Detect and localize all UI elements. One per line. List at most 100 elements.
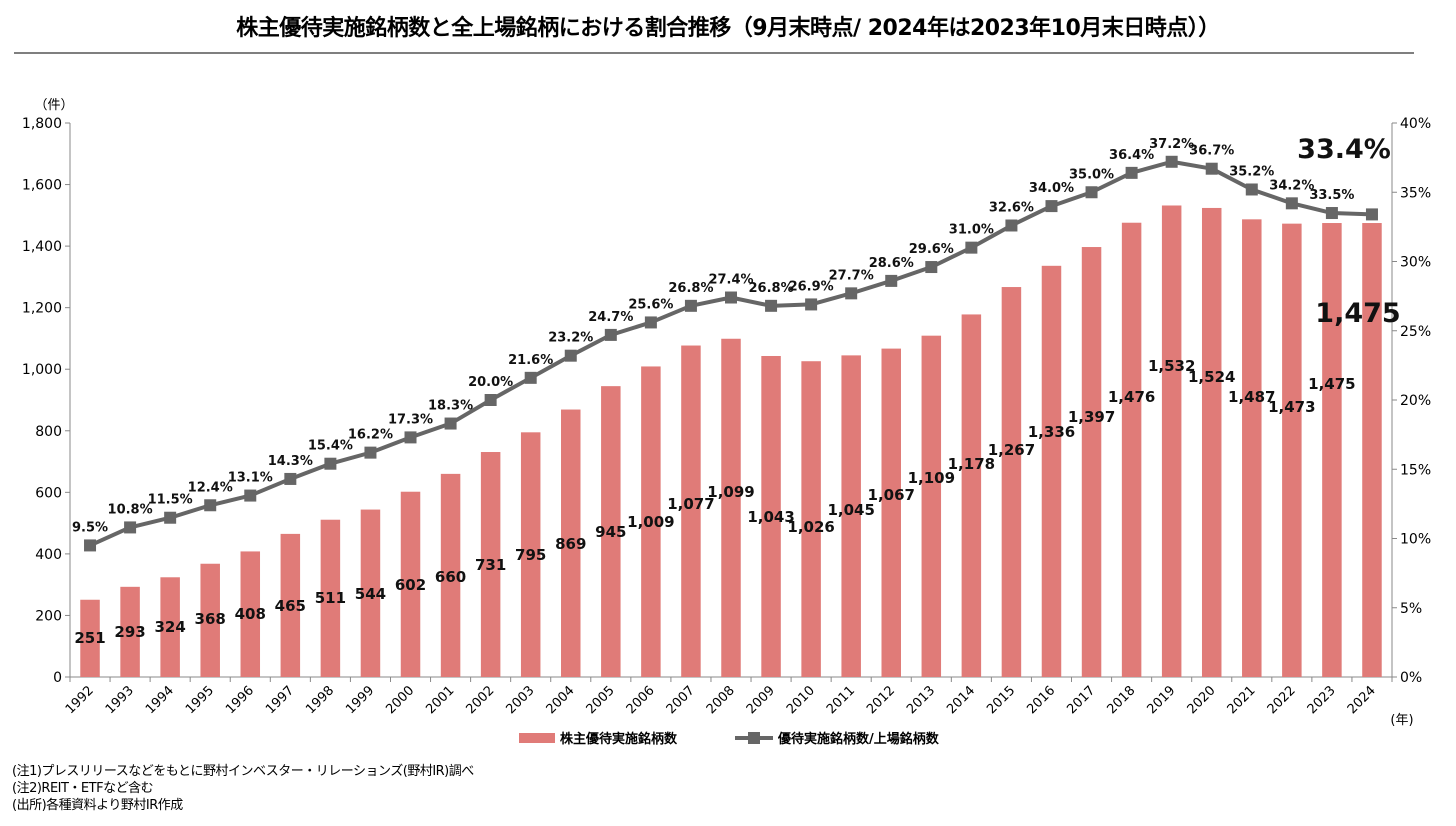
bar-2004 xyxy=(561,409,581,677)
chart-legend: 株主優待実施銘柄数 優待実施銘柄数/上場銘柄数 xyxy=(519,731,940,747)
ratio-point-2022 xyxy=(1285,197,1298,210)
bar-data-labels: 251 293 324 368 408 465 511 544 602 660 731 795 869 9… xyxy=(74,298,1400,647)
bar-label-2009: 1,043 xyxy=(747,508,794,526)
bar-label-2006: 1,009 xyxy=(627,513,674,531)
ratio-point-2012 xyxy=(885,274,898,287)
ratio-label-2009: 26.8% xyxy=(749,281,794,296)
ratio-point-1996 xyxy=(244,489,257,502)
y-right-tick-label: 15% xyxy=(1400,462,1431,478)
ratio-label-2010: 26.9% xyxy=(789,279,834,294)
bar-2007 xyxy=(681,345,701,677)
bar-2011 xyxy=(841,355,861,677)
bar-label-2022: 1,473 xyxy=(1268,398,1315,416)
bar-1999 xyxy=(360,509,381,677)
bar-2016 xyxy=(1041,265,1062,677)
bar-label-1994: 324 xyxy=(154,618,185,636)
ratio-label-2015: 32.6% xyxy=(989,200,1034,215)
bar-1996 xyxy=(240,551,261,677)
ratio-point-2016 xyxy=(1045,200,1058,213)
x-tick-label: 2012 xyxy=(864,683,898,717)
ratio-label-2022: 34.2% xyxy=(1269,178,1314,193)
bar-2003 xyxy=(520,432,541,677)
bar-label-2017: 1,397 xyxy=(1068,408,1115,426)
footnote-2: (注2)REIT・ETFなど含む xyxy=(12,781,154,796)
ratio-point-2009 xyxy=(765,299,778,312)
footnote-3: (出所)各種資料より野村IR作成 xyxy=(12,798,183,813)
bar-1992 xyxy=(80,599,100,677)
y-right-tick-label: 35% xyxy=(1400,185,1431,201)
ratio-label-2017: 35.0% xyxy=(1069,167,1114,182)
x-tick-label: 2004 xyxy=(544,683,578,717)
y-left-tick-label: 1,000 xyxy=(22,362,62,378)
y-right-tick-label: 0% xyxy=(1400,670,1422,686)
bar-label-2000: 602 xyxy=(395,576,426,594)
ratio-label-1993: 10.8% xyxy=(108,502,153,517)
x-tick-label: 2018 xyxy=(1104,683,1138,717)
bar-label-2023: 1,475 xyxy=(1308,375,1355,393)
bar-1994 xyxy=(160,577,180,677)
x-tick-label: 1996 xyxy=(223,683,257,717)
count-2024-callout: 1,475 xyxy=(1315,298,1400,329)
ratio-point-2011 xyxy=(845,287,858,300)
y-left-tick-label: 0 xyxy=(53,670,62,686)
bar-label-1996: 408 xyxy=(235,605,266,623)
ratio-point-1992 xyxy=(84,539,97,552)
bar-label-2018: 1,476 xyxy=(1108,388,1155,406)
bar-2018 xyxy=(1121,222,1142,677)
bar-label-2021: 1,487 xyxy=(1228,388,1275,406)
bar-2010 xyxy=(801,361,821,677)
bar-2005 xyxy=(601,386,621,677)
bar-label-1992: 251 xyxy=(74,629,105,647)
ratio-label-1996: 13.1% xyxy=(228,471,273,486)
ratio-label-1999: 16.2% xyxy=(348,428,393,443)
y-left-tick-label: 200 xyxy=(35,608,62,624)
bar-label-2014: 1,178 xyxy=(948,455,995,473)
ratio-point-2020 xyxy=(1205,162,1218,175)
x-tick-label: 2005 xyxy=(584,683,618,717)
ratio-label-2020: 36.7% xyxy=(1189,144,1234,159)
ratio-point-2024 xyxy=(1365,208,1378,221)
line-data-labels: 9.5%10.8%11.5%12.4%13.1%14.3%15.4%16.2%1… xyxy=(72,134,1391,535)
bar-label-2004: 869 xyxy=(555,535,586,553)
ratio-label-1995: 12.4% xyxy=(188,480,233,495)
ratio-label-1994: 11.5% xyxy=(148,493,193,508)
x-tick-label: 2000 xyxy=(383,683,417,717)
y-left-tick-label: 600 xyxy=(35,485,62,501)
ratio-point-2005 xyxy=(604,328,617,341)
y-left-tick-label: 1,800 xyxy=(22,116,62,132)
bar-label-2002: 731 xyxy=(475,556,506,574)
ratio-point-1995 xyxy=(204,499,217,512)
ratio-label-2001: 18.3% xyxy=(428,399,473,414)
legend-label-line: 優待実施銘柄数/上場銘柄数 xyxy=(777,731,940,747)
bar-label-2001: 660 xyxy=(435,568,466,586)
x-tick-label: 2023 xyxy=(1305,683,1339,717)
ratio-label-2004: 23.2% xyxy=(548,331,593,346)
ratio-label-2007: 26.8% xyxy=(668,281,713,296)
title-divider xyxy=(14,52,1414,54)
y-right-tick-label: 10% xyxy=(1400,532,1431,548)
ratio-point-2002 xyxy=(484,394,497,406)
ratio-label-2019: 37.2% xyxy=(1149,137,1194,152)
ratio-label-2016: 34.0% xyxy=(1029,181,1074,196)
x-tick-label: 1995 xyxy=(183,683,217,717)
ratio-label-2011: 27.7% xyxy=(829,268,874,283)
bar-2023 xyxy=(1322,223,1342,677)
bar-label-2005: 945 xyxy=(595,523,626,541)
ratio-label-2012: 28.6% xyxy=(869,256,914,271)
ratio-point-2014 xyxy=(965,241,978,254)
ratio-point-2017 xyxy=(1085,186,1098,199)
x-unit-label: (年) xyxy=(1390,713,1413,728)
ratio-point-1994 xyxy=(164,511,177,524)
y-left-tick-label: 1,400 xyxy=(22,239,62,255)
ratio-point-2015 xyxy=(1005,219,1018,232)
bar-label-1997: 465 xyxy=(275,597,306,615)
bar-2015 xyxy=(1001,287,1022,677)
x-tick-label: 2019 xyxy=(1144,683,1178,717)
x-tick-label: 1998 xyxy=(303,683,337,717)
ratio-label-2013: 29.6% xyxy=(909,242,954,257)
bar-2000 xyxy=(400,491,421,677)
ratio-label-2008: 27.4% xyxy=(708,273,753,288)
x-tick-label: 2003 xyxy=(504,683,538,717)
ratio-2024-callout: 33.4% xyxy=(1297,134,1391,165)
ratio-label-2003: 21.6% xyxy=(508,353,553,368)
